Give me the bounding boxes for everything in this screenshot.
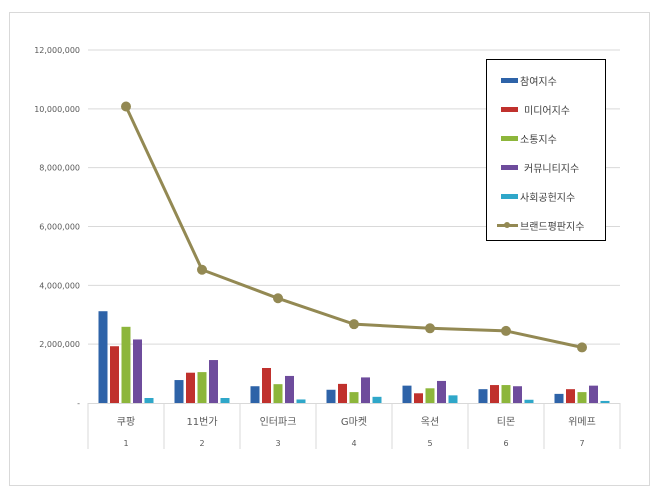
bar <box>220 397 230 403</box>
bar <box>402 385 412 403</box>
bar <box>296 399 306 403</box>
bar <box>554 393 564 403</box>
bar <box>566 389 575 403</box>
bar <box>478 389 488 403</box>
y-tick-label: 4,000,000 <box>39 281 80 290</box>
line-marker <box>197 264 207 275</box>
category-label: 쿠팡 <box>117 416 135 428</box>
legend-swatch-icon <box>501 106 518 112</box>
bar <box>372 396 382 403</box>
legend-label: 커뮤니티지수 <box>524 163 580 175</box>
line-marker <box>273 293 283 304</box>
category-index-label: 3 <box>275 439 280 448</box>
y-tick-label: 2,000,000 <box>39 340 80 349</box>
bar <box>524 399 534 403</box>
bar <box>501 385 511 403</box>
legend-label: 사회공헌지수 <box>520 192 576 204</box>
y-tick-label: 6,000,000 <box>39 223 80 232</box>
bar <box>110 346 119 403</box>
line-marker <box>121 101 131 112</box>
legend-item-social-contribution: 사회공헌지수 <box>501 189 576 204</box>
bar <box>437 380 446 403</box>
legend-swatch-icon <box>501 77 518 83</box>
bar <box>209 360 218 403</box>
bar <box>589 385 598 403</box>
bar <box>262 367 271 403</box>
bar <box>186 372 195 403</box>
bar <box>448 395 458 403</box>
line-marker <box>349 319 359 330</box>
legend-swatch-icon <box>501 164 518 170</box>
category-label: G마켓 <box>341 416 367 428</box>
bar <box>414 393 423 403</box>
category-label: 티몬 <box>497 416 515 428</box>
legend-label: 미디어지수 <box>524 105 570 117</box>
category-label: 11번가 <box>186 416 217 428</box>
line-marker <box>577 342 587 353</box>
legend-label: 브랜드평판지수 <box>520 221 585 233</box>
chart-legend: 참여지수 미디어지수 소통지수 커뮤니티지수 사회공헌지수 브랜드평판지수 <box>486 59 606 241</box>
bar <box>144 397 154 403</box>
y-tick-label: 12,000,000 <box>34 46 80 55</box>
bar <box>349 392 359 403</box>
category-label: 옥션 <box>421 416 439 428</box>
bar <box>600 400 610 403</box>
bar <box>490 385 499 403</box>
bar <box>98 311 108 403</box>
bar <box>174 380 184 403</box>
bar <box>338 383 347 403</box>
legend-label: 소통지수 <box>520 134 557 146</box>
legend-line-marker-icon <box>497 221 518 228</box>
category-index-label: 5 <box>427 439 432 448</box>
category-index-label: 6 <box>503 439 508 448</box>
bar <box>250 386 260 403</box>
legend-item-brand-reputation: 브랜드평판지수 <box>497 218 585 233</box>
bar <box>273 384 283 403</box>
category-index-label: 4 <box>351 439 356 448</box>
line-marker <box>425 323 435 334</box>
y-tick-label: - <box>77 399 80 408</box>
line-marker <box>501 325 511 336</box>
legend-item-participation: 참여지수 <box>501 73 557 88</box>
bar <box>197 372 207 403</box>
legend-swatch-icon <box>501 135 518 141</box>
category-index-label: 2 <box>199 439 204 448</box>
legend-item-media: 미디어지수 <box>501 102 570 117</box>
legend-swatch-icon <box>501 193 518 199</box>
category-label: 위메프 <box>568 415 596 428</box>
bar <box>361 377 370 403</box>
category-index-label: 7 <box>579 439 584 448</box>
bar <box>121 326 131 403</box>
legend-item-communication: 소통지수 <box>501 131 557 146</box>
bar <box>285 375 294 403</box>
category-index-label: 1 <box>123 439 128 448</box>
legend-item-community: 커뮤니티지수 <box>501 160 580 175</box>
legend-label: 참여지수 <box>520 76 557 88</box>
bar <box>577 392 587 403</box>
category-label: 인터파크 <box>260 416 297 428</box>
y-tick-label: 10,000,000 <box>34 105 80 114</box>
bar <box>425 388 435 403</box>
bar <box>133 339 142 403</box>
bar <box>326 389 336 403</box>
y-tick-label: 8,000,000 <box>39 164 80 173</box>
bar <box>513 386 522 403</box>
